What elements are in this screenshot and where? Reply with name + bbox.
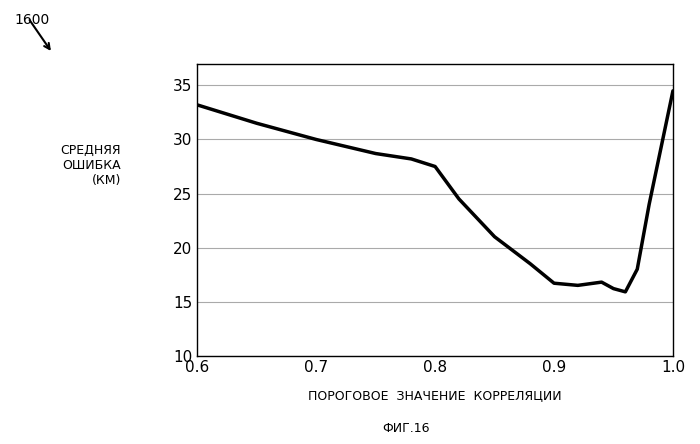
Y-axis label: СРЕДНЯЯ
ОШИБКА
(КМ): СРЕДНЯЯ ОШИБКА (КМ) [61,144,121,187]
X-axis label: ПОРОГОВОЕ  ЗНАЧЕНИЕ  КОРРЕЛЯЦИИ: ПОРОГОВОЕ ЗНАЧЕНИЕ КОРРЕЛЯЦИИ [308,389,562,402]
Text: 1600: 1600 [14,13,49,28]
Text: ФИГ.16: ФИГ.16 [382,422,430,435]
